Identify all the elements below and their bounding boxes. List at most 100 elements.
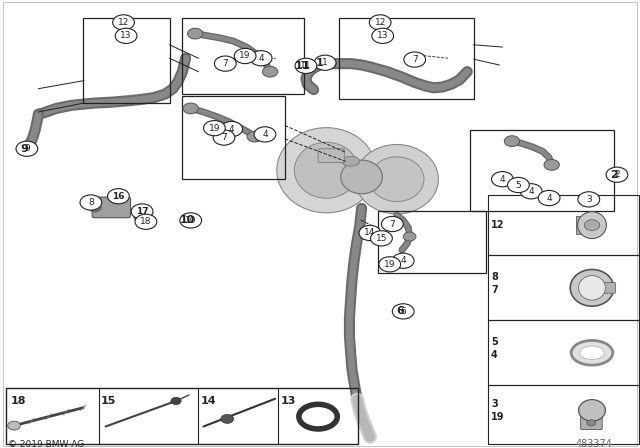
- Text: 4: 4: [259, 54, 264, 63]
- Bar: [378, 211, 486, 273]
- FancyBboxPatch shape: [600, 282, 616, 293]
- Text: 9: 9: [20, 144, 28, 154]
- Text: 4: 4: [547, 194, 552, 202]
- Circle shape: [135, 214, 157, 229]
- Circle shape: [392, 253, 414, 268]
- Circle shape: [587, 420, 596, 426]
- Ellipse shape: [355, 144, 438, 214]
- Circle shape: [214, 56, 236, 71]
- Circle shape: [371, 231, 392, 246]
- Ellipse shape: [580, 346, 604, 359]
- Circle shape: [520, 184, 542, 199]
- Text: 18: 18: [140, 217, 152, 226]
- Circle shape: [359, 225, 381, 241]
- Text: 12: 12: [491, 220, 504, 230]
- Text: 12: 12: [374, 18, 386, 27]
- Text: 4: 4: [401, 256, 406, 265]
- Bar: [6, 388, 358, 444]
- Text: 3: 3: [491, 399, 498, 409]
- Text: 6: 6: [401, 307, 406, 316]
- Ellipse shape: [578, 212, 607, 238]
- Ellipse shape: [370, 157, 424, 202]
- Circle shape: [108, 189, 129, 204]
- Ellipse shape: [276, 128, 376, 213]
- Text: 7: 7: [221, 133, 227, 142]
- Text: 2: 2: [611, 170, 618, 180]
- Bar: [83, 18, 170, 103]
- Text: 8: 8: [88, 198, 93, 207]
- Circle shape: [538, 190, 560, 206]
- Bar: [488, 320, 639, 385]
- Circle shape: [113, 15, 134, 30]
- Ellipse shape: [579, 276, 605, 300]
- Text: 7: 7: [223, 59, 228, 68]
- Circle shape: [171, 397, 181, 405]
- Text: 19: 19: [209, 124, 220, 133]
- Text: 1: 1: [323, 58, 328, 67]
- Text: 10: 10: [180, 215, 195, 225]
- Bar: [182, 96, 285, 179]
- Circle shape: [188, 28, 203, 39]
- Circle shape: [584, 220, 600, 231]
- Circle shape: [544, 159, 559, 170]
- Ellipse shape: [579, 400, 605, 421]
- Text: © 2019 BMW AG: © 2019 BMW AG: [8, 440, 84, 448]
- Text: 15: 15: [376, 234, 387, 243]
- Text: 7: 7: [491, 285, 498, 295]
- Circle shape: [234, 48, 256, 64]
- Text: 4: 4: [500, 175, 505, 184]
- Circle shape: [8, 421, 20, 430]
- Circle shape: [262, 66, 278, 77]
- Circle shape: [492, 172, 513, 187]
- Text: 16: 16: [112, 192, 125, 201]
- Text: 15: 15: [101, 396, 116, 405]
- FancyBboxPatch shape: [318, 149, 344, 163]
- Circle shape: [392, 304, 414, 319]
- Circle shape: [314, 55, 336, 70]
- Polygon shape: [133, 217, 148, 228]
- Circle shape: [254, 127, 276, 142]
- Circle shape: [183, 103, 198, 114]
- Ellipse shape: [294, 142, 358, 198]
- Text: 13: 13: [120, 31, 132, 40]
- Circle shape: [578, 192, 600, 207]
- Text: 9: 9: [24, 144, 29, 153]
- Circle shape: [204, 121, 225, 136]
- Text: 1: 1: [316, 58, 324, 68]
- Circle shape: [295, 58, 317, 73]
- Text: 8: 8: [491, 271, 498, 282]
- Circle shape: [508, 177, 529, 193]
- Bar: [488, 255, 639, 320]
- Text: 19: 19: [491, 412, 504, 422]
- Circle shape: [213, 130, 235, 145]
- Circle shape: [379, 257, 401, 272]
- Text: 10: 10: [185, 216, 196, 225]
- Circle shape: [504, 136, 520, 146]
- Text: 4: 4: [529, 187, 534, 196]
- Bar: [182, 18, 304, 94]
- Text: 5: 5: [491, 336, 498, 347]
- Text: 12: 12: [118, 18, 129, 27]
- Text: 19: 19: [239, 52, 251, 60]
- Text: 13: 13: [280, 396, 296, 405]
- Circle shape: [372, 28, 394, 43]
- Ellipse shape: [570, 269, 614, 306]
- Bar: [488, 195, 639, 255]
- Circle shape: [381, 216, 403, 232]
- Text: 7: 7: [412, 55, 417, 64]
- Text: 7: 7: [390, 220, 395, 228]
- Bar: [488, 385, 639, 444]
- Text: 5: 5: [516, 181, 521, 190]
- Text: 6: 6: [396, 306, 404, 316]
- Circle shape: [80, 195, 102, 210]
- Text: 4: 4: [229, 125, 234, 134]
- Circle shape: [131, 204, 153, 219]
- Ellipse shape: [342, 156, 360, 166]
- Circle shape: [404, 52, 426, 67]
- Bar: [470, 130, 614, 211]
- Circle shape: [221, 414, 234, 423]
- Ellipse shape: [340, 160, 383, 194]
- Text: 18: 18: [10, 396, 26, 405]
- Ellipse shape: [572, 340, 613, 365]
- Text: 483374: 483374: [576, 439, 613, 448]
